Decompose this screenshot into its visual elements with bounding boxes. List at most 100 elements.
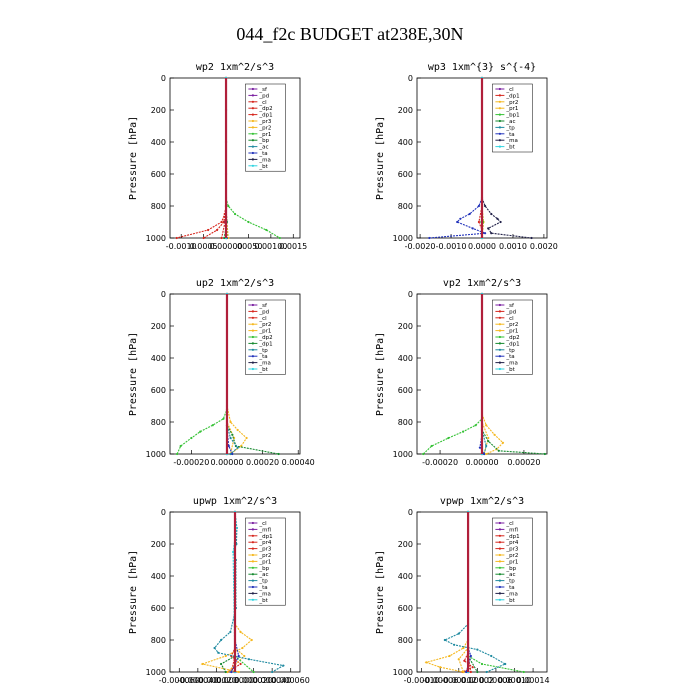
panel-title: up2 1xm^2/s^3 (196, 278, 274, 289)
data-point (501, 441, 505, 444)
legend-label: _mfl (258, 527, 271, 533)
legend-marker (498, 355, 501, 358)
data-point (243, 654, 246, 658)
data-point (462, 670, 465, 674)
data-point (176, 452, 179, 456)
y-tick-label: 1000 (146, 450, 166, 459)
data-point (237, 670, 240, 674)
data-point (478, 446, 482, 449)
y-tick-label: 1000 (146, 668, 166, 677)
series-line (203, 78, 227, 239)
data-point (471, 227, 474, 230)
y-axis-label: Pressure [hPa] (375, 116, 386, 200)
data-point (226, 670, 229, 674)
data-point (213, 646, 216, 650)
data-point (543, 452, 547, 456)
x-tick-label: 0.0000 (468, 242, 496, 251)
legend-marker (251, 367, 254, 371)
legend-label: _cl (258, 521, 267, 527)
panel-title: upwp 1xm^2/s^3 (193, 496, 277, 507)
legend-marker (251, 329, 254, 332)
legend-label: _sf (505, 303, 515, 309)
series-line (424, 512, 469, 673)
legend-label: _cl (258, 316, 267, 322)
legend-marker (498, 119, 501, 123)
y-tick-label: 600 (151, 604, 166, 613)
legend-marker (251, 310, 254, 313)
x-tick-label: 0.00100 (254, 242, 287, 251)
data-point (237, 654, 240, 658)
data-point (233, 212, 237, 216)
data-point (232, 550, 235, 554)
legend-label: _ac (258, 145, 268, 151)
data-point (453, 643, 456, 646)
data-point (487, 440, 490, 443)
legend-marker (498, 553, 501, 557)
legend-marker (498, 528, 501, 531)
data-point (483, 232, 487, 235)
data-point (199, 430, 202, 433)
data-point (439, 666, 442, 669)
legend-label: _tp (505, 579, 515, 585)
panel-upwp: upwp 1xm^2/s^3 Pressure [hPa] 0 200 400 600 80… (128, 496, 310, 685)
legend-label: _pr3 (258, 547, 272, 553)
legend-label: _pr2 (258, 322, 271, 328)
series-line (422, 294, 483, 455)
series-line (220, 512, 236, 673)
legend-label: _tp (258, 348, 268, 354)
y-axis-label: Pressure [hPa] (128, 332, 139, 416)
data-point (482, 452, 486, 456)
panel-vp2: vp2 1xm^2/s^3 Pressure [hPa] 0 200 400 600 800… (375, 278, 548, 467)
y-tick-label: 1000 (393, 668, 413, 677)
data-point (459, 217, 462, 220)
panel-vpwp: vpwp 1xm^2/s^3 Pressure [hPa] 0 200 400 600 80… (375, 496, 550, 685)
data-point (227, 444, 230, 448)
x-tick-label: -0.0010 (436, 242, 467, 251)
legend-label: _dp1 (258, 113, 272, 119)
legend-label: _pr1 (505, 329, 518, 335)
legend-label: _tp (505, 348, 515, 354)
legend-marker (251, 303, 254, 307)
legend-label: _ma (505, 138, 517, 144)
legend-label: _dp2 (258, 106, 272, 112)
data-point (223, 236, 226, 240)
legend-marker (251, 547, 254, 550)
x-tick-label: 0.0020 (530, 242, 558, 251)
data-point (474, 424, 477, 427)
data-point (493, 433, 496, 436)
legend-marker (498, 107, 501, 110)
data-point (447, 436, 450, 440)
legend-label: _dp1 (258, 534, 272, 540)
data-point (236, 428, 239, 432)
legend-marker (251, 553, 254, 557)
y-tick-label: 800 (398, 202, 413, 211)
y-tick-label: 800 (151, 418, 166, 427)
data-point (211, 424, 214, 427)
data-point (220, 236, 223, 240)
y-tick-label: 400 (398, 354, 413, 363)
data-point (443, 638, 446, 642)
legend-marker (251, 107, 254, 110)
data-point (480, 662, 484, 666)
legend-marker (251, 126, 254, 129)
legend-marker (498, 303, 501, 307)
legend-marker (251, 348, 254, 351)
legend-marker (251, 355, 254, 358)
legend-marker (251, 573, 254, 576)
legend-label: _pr1 (258, 559, 271, 565)
x-tick-label: -0.00006 (422, 676, 458, 685)
x-tick-label: .00050 (234, 242, 262, 251)
data-point (487, 436, 490, 440)
legend-marker (251, 335, 254, 339)
data-point (522, 670, 525, 674)
y-tick-label: 1000 (393, 450, 413, 459)
legend-label: _ta (505, 354, 514, 360)
data-point (469, 670, 472, 674)
legend-marker (498, 316, 501, 319)
legend-label: _dp2 (505, 335, 519, 341)
y-tick-label: 400 (151, 572, 166, 581)
legend-marker (498, 139, 501, 142)
y-tick-label: 0 (408, 74, 413, 83)
legend-label: _ma (258, 591, 270, 597)
